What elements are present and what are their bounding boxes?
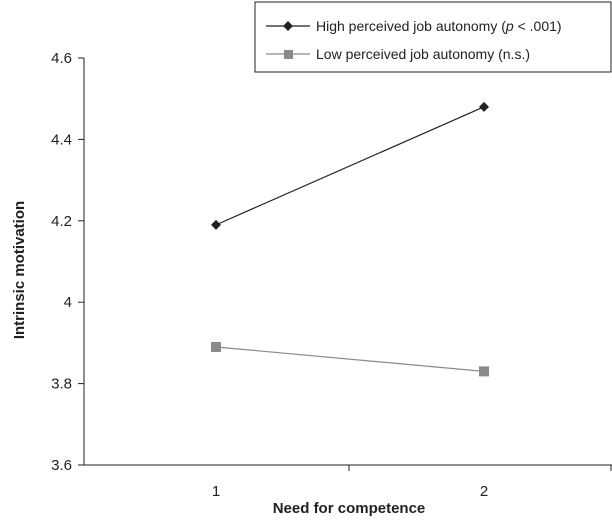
legend-label-low: Low perceived job autonomy (n.s.) [316, 46, 530, 62]
x-tick-label: 2 [480, 483, 488, 500]
y-ticks: 3.6 3.8 4 4.2 4.4 4.6 [51, 50, 84, 474]
legend-marker-low-square [284, 50, 293, 59]
data-point-low [211, 341, 221, 352]
legend-marker-high-diamond [283, 21, 293, 31]
series-line-high [215, 106, 485, 226]
legend: High perceived job autonomy (p < .001) L… [254, 1, 612, 73]
x-axis-title: Need for competence [273, 500, 426, 517]
y-axis-title: Intrinsic motivation [11, 201, 28, 339]
data-point-high [479, 101, 489, 112]
y-tick-label: 4.4 [51, 131, 72, 148]
y-tick-label: 3.8 [51, 376, 72, 393]
y-tick-label: 4.6 [51, 50, 72, 67]
series-line-low [215, 346, 485, 372]
y-tick-label: 3.6 [51, 457, 72, 474]
legend-box [254, 1, 612, 73]
legend-label-high: High perceived job autonomy (p < .001) [316, 18, 562, 34]
data-point-low [479, 366, 489, 377]
y-tick-label: 4.2 [51, 213, 72, 230]
axes [83, 58, 612, 466]
series-layer [211, 101, 489, 377]
data-point-high [211, 219, 221, 230]
y-tick-label: 4 [64, 294, 72, 311]
x-tick-label: 1 [212, 483, 220, 500]
